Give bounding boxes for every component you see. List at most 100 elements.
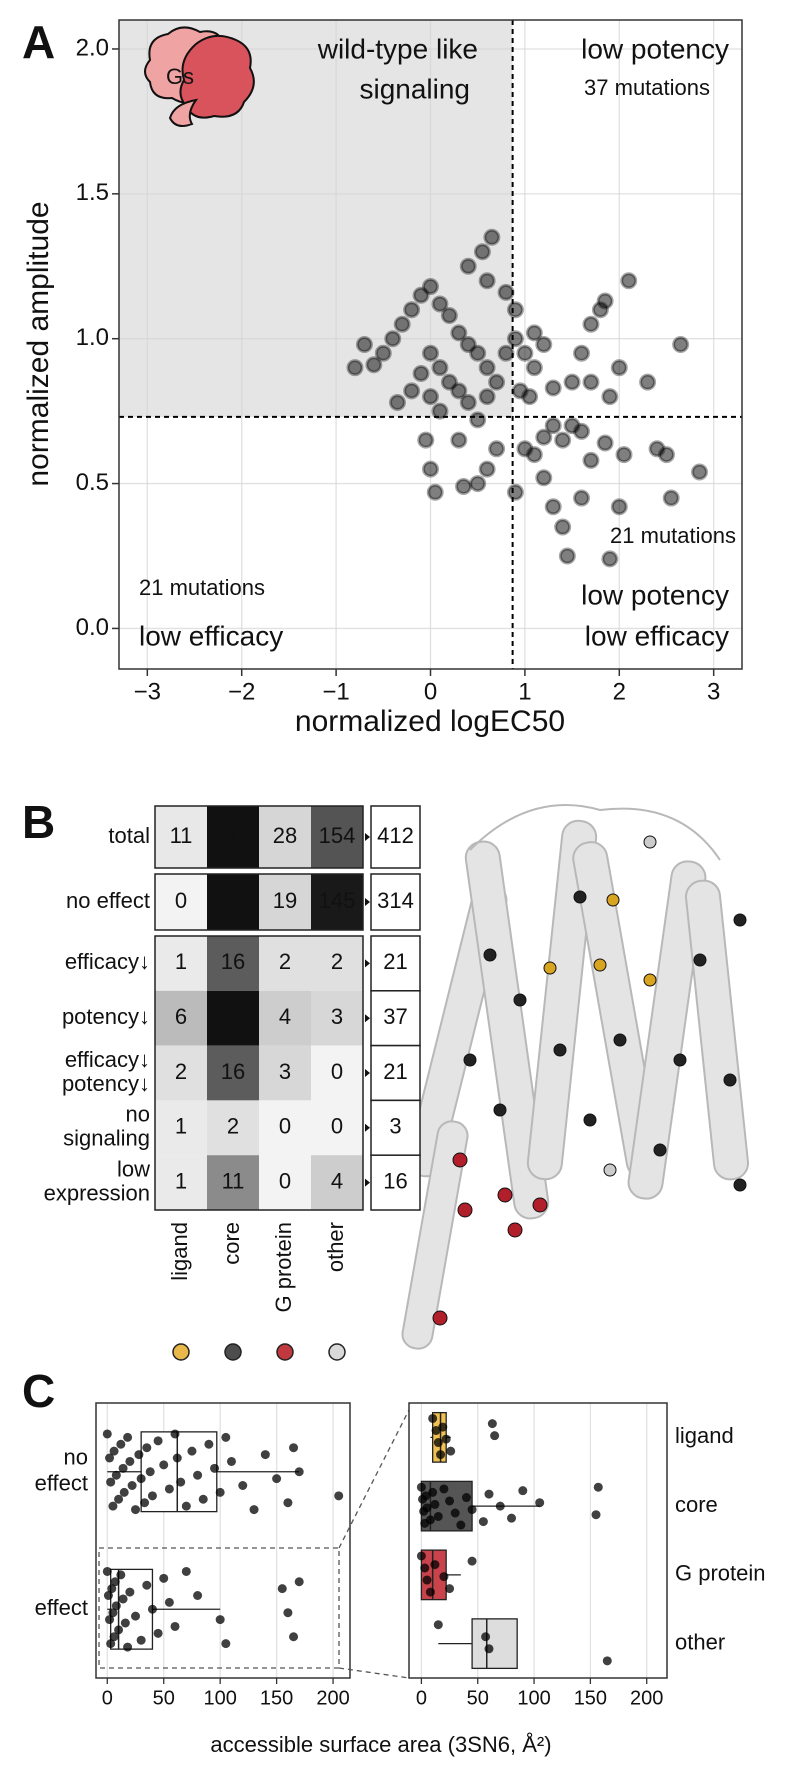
data-point [346,359,364,377]
data-point [461,1493,471,1503]
category-label: other [675,1629,725,1654]
heatmap-cell [155,990,207,1046]
heatmap-cell [311,806,363,868]
arrow [365,959,370,968]
data-point [430,1499,440,1509]
data-point [535,469,553,487]
data-point [436,1450,446,1460]
icon-label: Gs [166,64,194,89]
data-point [535,428,553,446]
heatmap-cell [259,874,311,930]
data-point [105,1453,115,1463]
sphere [493,1103,507,1117]
data-point [450,382,468,400]
y-tick-label: 0.5 [76,469,109,496]
annotation: wild-type like [317,33,478,64]
data-point [170,1621,180,1631]
row-label: potency↓ [62,1004,150,1029]
helix [526,819,598,1181]
cell-value: 2 [227,1114,239,1139]
data-point [525,446,543,464]
data-point [417,431,435,449]
row-label: low [117,1156,150,1181]
data-point [450,431,468,449]
icon-blob [168,98,199,127]
data-point [102,1429,112,1439]
data-point [484,1644,494,1654]
data-point [403,301,421,319]
group-border [154,935,364,1211]
legend-dot [328,1343,346,1361]
data-point [153,1436,163,1446]
data-point [591,1510,601,1520]
sphere [733,913,747,927]
data-point [497,344,515,362]
data-point [469,411,487,429]
data-point [131,1611,141,1621]
data-point [506,483,524,501]
cell-value: 2 [331,949,343,974]
data-point [289,1443,299,1453]
data-point [445,1584,455,1594]
data-point [114,1494,124,1504]
data-point [198,1494,208,1504]
data-point [164,1597,174,1607]
data-point [440,373,458,391]
data-point [116,1439,126,1449]
data-point [473,243,491,261]
data-point [495,1501,505,1511]
data-point [558,547,576,565]
sphere [593,958,607,972]
data-point [221,1639,231,1649]
legend-dot [172,1343,190,1361]
sphere [463,1053,477,1067]
y-axis-title: normalized amplitude [22,201,55,486]
x-tick-label: −3 [134,678,161,705]
data-point [507,1513,517,1523]
data-point [412,286,430,304]
data-point [181,1501,191,1511]
data-point [107,1584,117,1594]
data-point [283,1498,293,1508]
cell-value: 145 [319,888,356,913]
y-tick-label: 1.5 [76,179,109,206]
data-point [102,1566,112,1576]
data-point [469,344,487,362]
heatmap-cell [207,874,259,930]
data-point [142,1580,152,1590]
cell-value: 3 [331,1004,343,1029]
sphere [693,953,707,967]
row-total: 16 [383,1168,407,1193]
data-point [445,1496,455,1506]
annotation: 21 mutations [139,575,265,600]
data-point [490,1431,500,1441]
data-point [384,330,402,348]
heatmap-cell [155,806,207,868]
data-point [111,1601,121,1611]
data-point [204,1439,214,1449]
row-label: no effect [66,888,150,913]
plot-border [95,1402,351,1679]
sphere [613,1033,627,1047]
data-point [456,1520,466,1530]
arrow [365,1123,370,1132]
data-point [109,1632,119,1642]
heatmap-cell [207,1045,259,1101]
data-point [136,1474,146,1484]
data-point [691,463,709,481]
column-label: other [323,1222,348,1272]
cell-value: 154 [319,823,356,848]
data-point [459,393,477,411]
x-tick-label: 150 [260,1687,293,1709]
x-tick-label: 2 [613,678,626,705]
data-point [193,1591,203,1600]
y-tick-label: 0.0 [76,614,109,641]
row-label: expression [44,1180,150,1205]
data-point [455,477,473,495]
x-axis-title: accessible surface area (3SN6, Å²) [210,1732,551,1757]
row-label: no [126,1102,150,1127]
data-point [260,1450,270,1460]
x-tick-label: 100 [517,1687,550,1709]
group-border [154,805,364,869]
data-point [573,489,591,507]
